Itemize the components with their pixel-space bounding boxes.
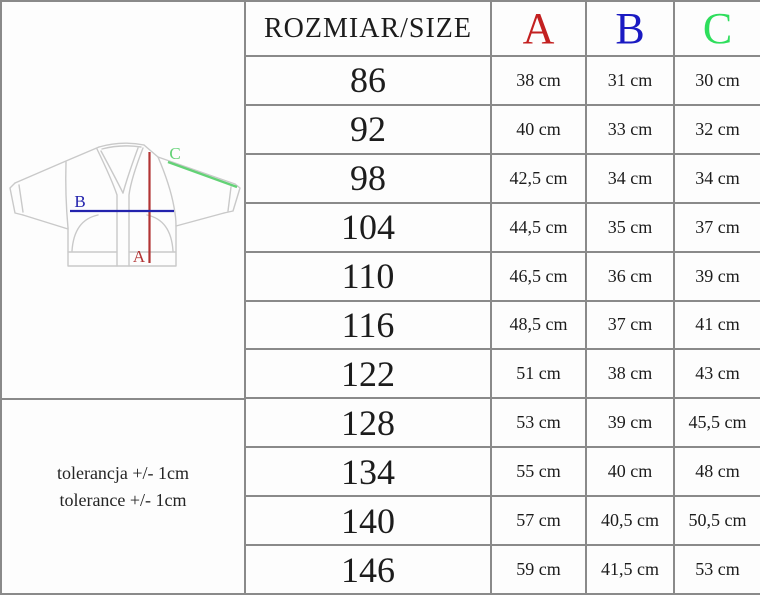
tolerance-line-pl: tolerancja +/- 1cm: [56, 463, 190, 483]
size-table-body: 86 38 cm 31 cm 30 cm 92 40 cm 33 cm 32 cm 98 42,5…: [244, 55, 760, 595]
measure-label-b: B: [74, 192, 85, 211]
table-row: 92 40 cm 33 cm 32 cm: [244, 103, 760, 155]
size-cell: 122: [244, 348, 492, 400]
value-cell: 53 cm: [490, 397, 587, 449]
tolerance-line-en: tolerance +/- 1cm: [59, 490, 187, 510]
table-row: 122 51 cm 38 cm 43 cm: [244, 348, 760, 400]
value-cell: 38 cm: [490, 55, 587, 106]
tolerance-note: tolerancja +/- 1cm tolerance +/- 1cm: [2, 460, 244, 514]
value-cell: 33 cm: [585, 103, 675, 155]
table-row: 104 44,5 cm 35 cm 37 cm: [244, 201, 760, 253]
col-header-b: B: [585, 0, 675, 57]
table-row: 146 59 cm 41,5 cm 53 cm: [244, 544, 760, 595]
value-cell: 41,5 cm: [585, 544, 675, 595]
table-row: 110 46,5 cm 36 cm 39 cm: [244, 250, 760, 302]
size-cell: 134: [244, 446, 492, 498]
measure-label-c: C: [169, 144, 180, 163]
table-row: 134 55 cm 40 cm 48 cm: [244, 446, 760, 498]
size-cell: 110: [244, 250, 492, 302]
value-cell: 40 cm: [585, 446, 675, 498]
value-cell: 35 cm: [585, 201, 675, 253]
value-cell: 37 cm: [673, 201, 760, 253]
value-cell: 51 cm: [490, 348, 587, 400]
value-cell: 39 cm: [673, 250, 760, 302]
table-row: 86 38 cm 31 cm 30 cm: [244, 55, 760, 106]
table-row: 140 57 cm 40,5 cm 50,5 cm: [244, 495, 760, 547]
table-header-row: ROZMIAR/SIZE A B C: [244, 0, 760, 57]
measure-line-a: A: [133, 152, 151, 266]
jacket-outline: [9, 142, 241, 267]
value-cell: 41 cm: [673, 299, 760, 351]
measure-line-b: B: [70, 192, 174, 213]
size-cell: 86: [244, 55, 492, 106]
measure-label-a: A: [133, 247, 146, 266]
table-row: 128 53 cm 39 cm 45,5 cm: [244, 397, 760, 449]
value-cell: 32 cm: [673, 103, 760, 155]
size-cell: 98: [244, 152, 492, 204]
size-cell: 140: [244, 495, 492, 547]
size-cell: 104: [244, 201, 492, 253]
col-header-a: A: [490, 0, 587, 57]
size-cell: 146: [244, 544, 492, 595]
value-cell: 43 cm: [673, 348, 760, 400]
value-cell: 50,5 cm: [673, 495, 760, 547]
col-header-size: ROZMIAR/SIZE: [244, 0, 492, 57]
size-table: ROZMIAR/SIZE A B C 86 38 cm 31 cm 30 cm 92 40…: [244, 0, 760, 595]
value-cell: 44,5 cm: [490, 201, 587, 253]
table-row: 98 42,5 cm 34 cm 34 cm: [244, 152, 760, 204]
size-cell: 116: [244, 299, 492, 351]
table-row: 116 48,5 cm 37 cm 41 cm: [244, 299, 760, 351]
value-cell: 34 cm: [673, 152, 760, 204]
left-panel-divider: [2, 398, 244, 400]
value-cell: 46,5 cm: [490, 250, 587, 302]
value-cell: 59 cm: [490, 544, 587, 595]
value-cell: 34 cm: [585, 152, 675, 204]
value-cell: 36 cm: [585, 250, 675, 302]
col-header-c: C: [673, 0, 760, 57]
value-cell: 38 cm: [585, 348, 675, 400]
value-cell: 57 cm: [490, 495, 587, 547]
value-cell: 42,5 cm: [490, 152, 587, 204]
value-cell: 55 cm: [490, 446, 587, 498]
value-cell: 31 cm: [585, 55, 675, 106]
value-cell: 45,5 cm: [673, 397, 760, 449]
value-cell: 48,5 cm: [490, 299, 587, 351]
measure-line-c: C: [167, 144, 238, 189]
value-cell: 40 cm: [490, 103, 587, 155]
size-cell: 92: [244, 103, 492, 155]
value-cell: 39 cm: [585, 397, 675, 449]
value-cell: 40,5 cm: [585, 495, 675, 547]
value-cell: 37 cm: [585, 299, 675, 351]
jacket-diagram: A B C: [9, 142, 241, 267]
value-cell: 30 cm: [673, 55, 760, 106]
size-cell: 128: [244, 397, 492, 449]
left-panel: A B C tolerancja +/- 1cm tolerance +/- 1…: [0, 0, 244, 595]
value-cell: 48 cm: [673, 446, 760, 498]
value-cell: 53 cm: [673, 544, 760, 595]
